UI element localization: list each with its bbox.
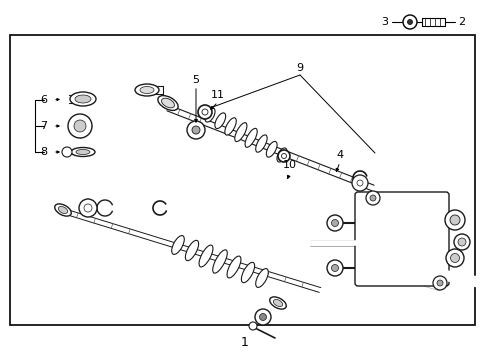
Ellipse shape [185,240,198,261]
Ellipse shape [140,86,154,94]
Ellipse shape [241,262,254,283]
Circle shape [248,322,257,330]
Ellipse shape [269,297,285,309]
Ellipse shape [234,123,246,141]
Ellipse shape [204,108,215,122]
Ellipse shape [161,98,174,108]
Circle shape [444,210,464,230]
Circle shape [453,234,469,250]
Text: 2: 2 [458,17,465,27]
Ellipse shape [224,118,236,135]
Ellipse shape [171,235,184,255]
Ellipse shape [55,204,71,216]
Circle shape [62,147,72,157]
Circle shape [259,314,266,320]
Circle shape [79,199,97,217]
Circle shape [326,215,342,231]
Circle shape [84,204,92,212]
Ellipse shape [244,129,257,147]
Ellipse shape [214,113,225,129]
Circle shape [407,19,412,24]
Circle shape [449,253,459,262]
Text: 10: 10 [283,160,296,170]
Circle shape [351,175,367,191]
Text: 11: 11 [210,90,224,100]
Circle shape [254,309,270,325]
Circle shape [331,220,338,226]
Circle shape [402,15,416,29]
Circle shape [198,105,212,119]
Ellipse shape [76,149,90,154]
Text: 8: 8 [41,147,47,157]
Text: 5: 5 [192,75,199,85]
Circle shape [369,195,375,201]
Circle shape [331,265,338,271]
Ellipse shape [199,245,212,267]
Ellipse shape [255,269,268,287]
Text: 1: 1 [241,336,248,348]
Circle shape [74,120,86,132]
Text: 7: 7 [41,121,47,131]
Ellipse shape [71,148,95,157]
Ellipse shape [276,148,286,162]
Circle shape [445,249,463,267]
Text: 3: 3 [381,17,387,27]
Ellipse shape [273,300,282,306]
Ellipse shape [70,92,96,106]
Ellipse shape [212,250,227,273]
Text: 6: 6 [41,95,47,105]
Circle shape [449,215,459,225]
Ellipse shape [266,141,277,157]
Circle shape [202,109,207,115]
Circle shape [365,191,379,205]
Circle shape [436,280,442,286]
Text: 9: 9 [296,63,303,73]
Ellipse shape [158,96,178,111]
Circle shape [192,126,200,134]
Ellipse shape [255,135,266,152]
Circle shape [281,153,286,158]
Bar [10,35,474,325]
Circle shape [68,114,92,138]
Ellipse shape [75,95,91,103]
Ellipse shape [58,207,67,213]
Ellipse shape [226,256,241,278]
Text: 4: 4 [336,150,343,160]
Circle shape [356,180,362,186]
FancyBboxPatch shape [354,192,448,286]
Circle shape [278,150,289,162]
Circle shape [186,121,204,139]
Circle shape [457,238,465,246]
Circle shape [432,276,446,290]
Circle shape [326,260,342,276]
Ellipse shape [135,84,159,96]
